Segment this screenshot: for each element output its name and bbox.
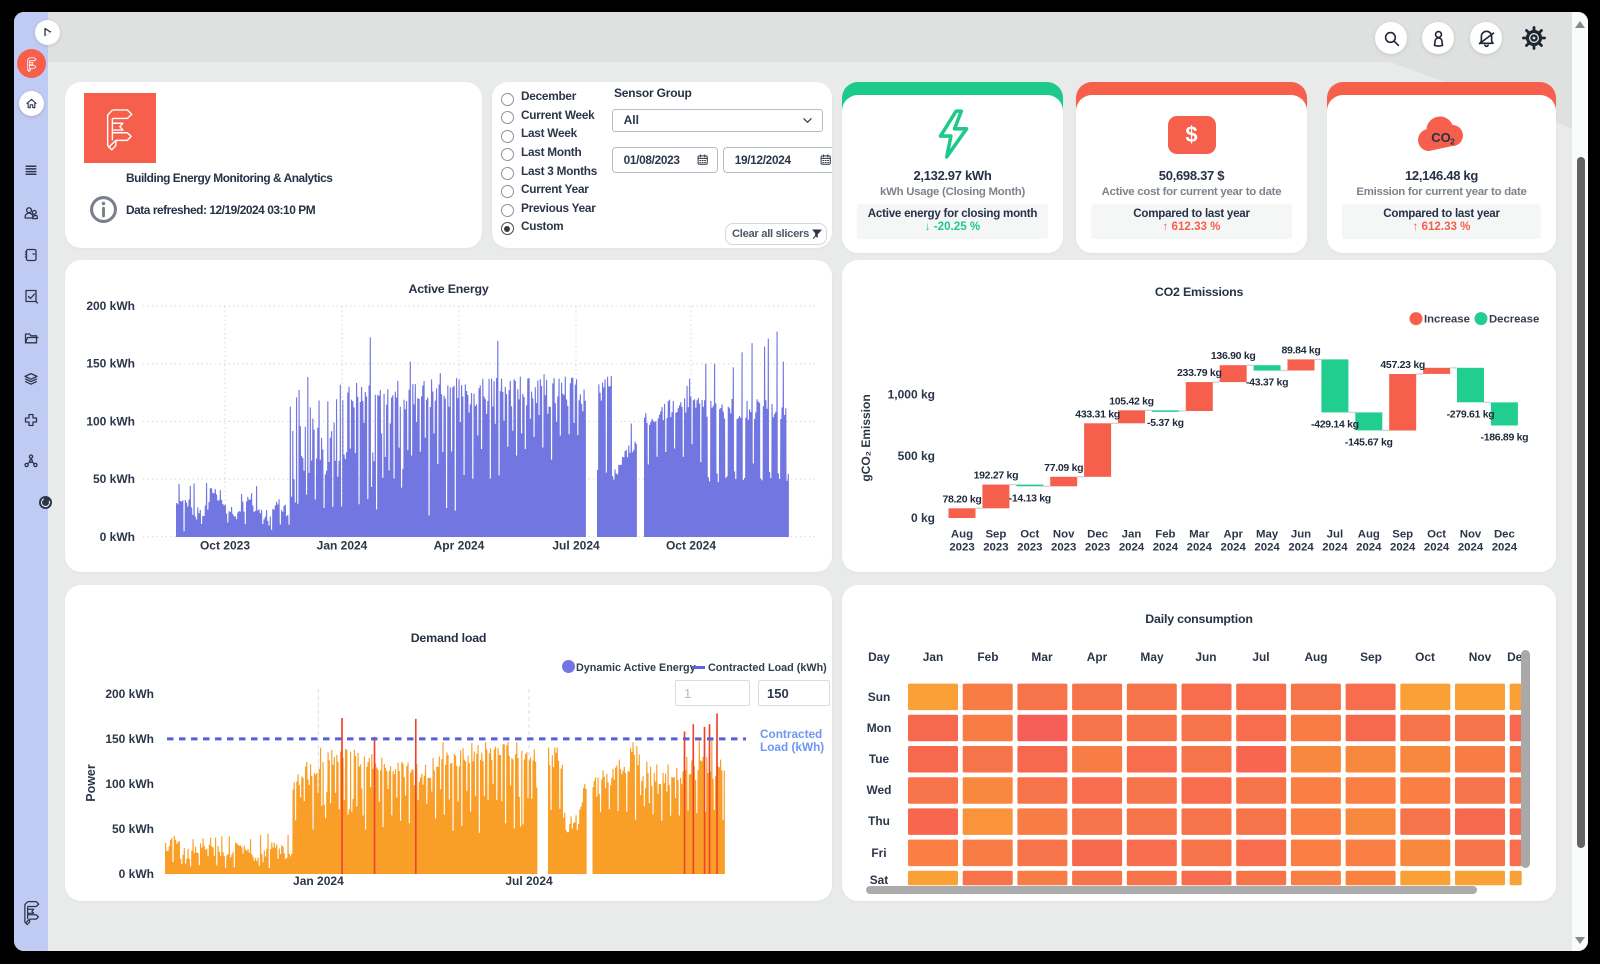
- svg-text:Oct: Oct: [1020, 529, 1039, 541]
- svg-text:Oct: Oct: [1427, 529, 1446, 541]
- svg-text:Sep: Sep: [985, 529, 1006, 541]
- svg-text:100 kWh: 100 kWh: [86, 414, 135, 428]
- svg-text:Nov: Nov: [1053, 529, 1075, 541]
- svg-text:Nov: Nov: [1469, 650, 1492, 664]
- svg-text:2024: 2024: [1492, 542, 1518, 554]
- svg-text:Aug: Aug: [1358, 529, 1380, 541]
- svg-text:CO: CO: [1431, 130, 1451, 145]
- svg-text:Decrease: Decrease: [1489, 314, 1539, 326]
- svg-text:192.27 kg: 192.27 kg: [974, 470, 1019, 482]
- svg-text:Power: Power: [84, 764, 98, 802]
- svg-text:Aug: Aug: [1304, 650, 1327, 664]
- svg-text:Oct 2023: Oct 2023: [200, 539, 250, 553]
- svg-text:2023: 2023: [949, 542, 974, 554]
- svg-text:136.90 kg: 136.90 kg: [1211, 350, 1256, 362]
- svg-text:-279.61 kg: -279.61 kg: [1447, 408, 1495, 420]
- svg-text:1,000 kg: 1,000 kg: [888, 388, 935, 402]
- svg-text:Sep: Sep: [1360, 650, 1382, 664]
- svg-text:Contracted: Contracted: [760, 727, 822, 741]
- svg-text:50 kWh: 50 kWh: [93, 472, 135, 486]
- svg-text:gCO₂ Emission: gCO₂ Emission: [859, 394, 873, 481]
- svg-text:Jul 2024: Jul 2024: [505, 874, 553, 888]
- svg-text:Wed: Wed: [867, 783, 892, 797]
- svg-text:2024: 2024: [1424, 542, 1450, 554]
- svg-text:100 kWh: 100 kWh: [105, 777, 154, 791]
- svg-text:Jan 2024: Jan 2024: [293, 874, 344, 888]
- svg-text:-5.37 kg: -5.37 kg: [1147, 417, 1184, 429]
- svg-text:Mon: Mon: [867, 721, 891, 735]
- svg-text:Day: Day: [868, 650, 890, 664]
- svg-text:Jan: Jan: [1122, 529, 1142, 541]
- svg-text:-43.37 kg: -43.37 kg: [1246, 377, 1288, 389]
- svg-text:Dec: Dec: [1087, 529, 1108, 541]
- svg-text:-429.14 kg: -429.14 kg: [1311, 418, 1359, 430]
- svg-text:0 kWh: 0 kWh: [119, 867, 154, 881]
- svg-text:77.09 kg: 77.09 kg: [1044, 462, 1083, 474]
- svg-text:Jan: Jan: [923, 650, 944, 664]
- svg-text:2023: 2023: [983, 542, 1008, 554]
- svg-text:Oct: Oct: [1415, 650, 1435, 664]
- svg-text:Oct 2024: Oct 2024: [666, 539, 716, 553]
- svg-text:-14.13 kg: -14.13 kg: [1009, 492, 1051, 504]
- svg-text:433.31 kg: 433.31 kg: [1075, 408, 1120, 420]
- svg-text:Fri: Fri: [871, 846, 886, 860]
- svg-text:Jun: Jun: [1195, 650, 1216, 664]
- svg-text:May: May: [1140, 650, 1164, 664]
- svg-text:May: May: [1256, 529, 1279, 541]
- svg-text:Sep: Sep: [1392, 529, 1413, 541]
- svg-text:2024: 2024: [1458, 542, 1484, 554]
- svg-text:2024: 2024: [1390, 542, 1416, 554]
- svg-text:Aug: Aug: [951, 529, 973, 541]
- svg-text:2024: 2024: [1221, 542, 1247, 554]
- svg-text:Jul: Jul: [1327, 529, 1343, 541]
- svg-text:Nov: Nov: [1460, 529, 1482, 541]
- svg-text:Tue: Tue: [869, 752, 890, 766]
- svg-text:Sat: Sat: [870, 873, 889, 887]
- svg-text:457.23 kg: 457.23 kg: [1380, 359, 1425, 371]
- svg-text:Jul: Jul: [1252, 650, 1269, 664]
- svg-text:-186.89 kg: -186.89 kg: [1481, 431, 1529, 443]
- svg-text:89.84 kg: 89.84 kg: [1281, 344, 1320, 356]
- svg-text:Increase: Increase: [1424, 314, 1470, 326]
- svg-text:Sun: Sun: [868, 690, 890, 704]
- svg-text:Mar: Mar: [1189, 529, 1210, 541]
- svg-text:Feb: Feb: [977, 650, 998, 664]
- svg-text:200 kWh: 200 kWh: [86, 299, 135, 313]
- svg-text:Mar: Mar: [1031, 650, 1053, 664]
- svg-text:Apr 2024: Apr 2024: [434, 539, 485, 553]
- svg-text:50 kWh: 50 kWh: [112, 822, 154, 836]
- svg-text:Apr: Apr: [1223, 529, 1243, 541]
- svg-text:2: 2: [1450, 137, 1455, 147]
- svg-text:Thu: Thu: [868, 814, 890, 828]
- svg-text:2024: 2024: [1356, 542, 1382, 554]
- svg-text:2023: 2023: [1017, 542, 1042, 554]
- svg-text:78.20 kg: 78.20 kg: [942, 493, 981, 505]
- svg-text:2023: 2023: [1085, 542, 1110, 554]
- svg-text:105.42 kg: 105.42 kg: [1109, 395, 1154, 407]
- svg-text:0 kg: 0 kg: [911, 511, 935, 525]
- svg-text:200 kWh: 200 kWh: [105, 687, 154, 701]
- svg-text:2023: 2023: [1051, 542, 1076, 554]
- svg-text:Dec: Dec: [1494, 529, 1515, 541]
- svg-text:2024: 2024: [1288, 542, 1314, 554]
- svg-text:2024: 2024: [1119, 542, 1145, 554]
- svg-text:500 kg: 500 kg: [898, 449, 935, 463]
- svg-text:2024: 2024: [1187, 542, 1213, 554]
- svg-text:0 kWh: 0 kWh: [100, 530, 135, 544]
- svg-text:150 kWh: 150 kWh: [86, 357, 135, 371]
- svg-text:2024: 2024: [1254, 542, 1280, 554]
- svg-text:Jan 2024: Jan 2024: [317, 539, 368, 553]
- svg-text:Apr: Apr: [1087, 650, 1108, 664]
- svg-text:Load (kWh): Load (kWh): [760, 740, 824, 754]
- svg-text:-145.67 kg: -145.67 kg: [1345, 436, 1393, 448]
- svg-text:233.79 kg: 233.79 kg: [1177, 367, 1222, 379]
- svg-text:Feb: Feb: [1155, 529, 1175, 541]
- svg-text:Jun: Jun: [1291, 529, 1311, 541]
- svg-text:Jul 2024: Jul 2024: [552, 539, 600, 553]
- svg-text:150 kWh: 150 kWh: [105, 732, 154, 746]
- svg-text:2024: 2024: [1153, 542, 1179, 554]
- svg-text:2024: 2024: [1322, 542, 1348, 554]
